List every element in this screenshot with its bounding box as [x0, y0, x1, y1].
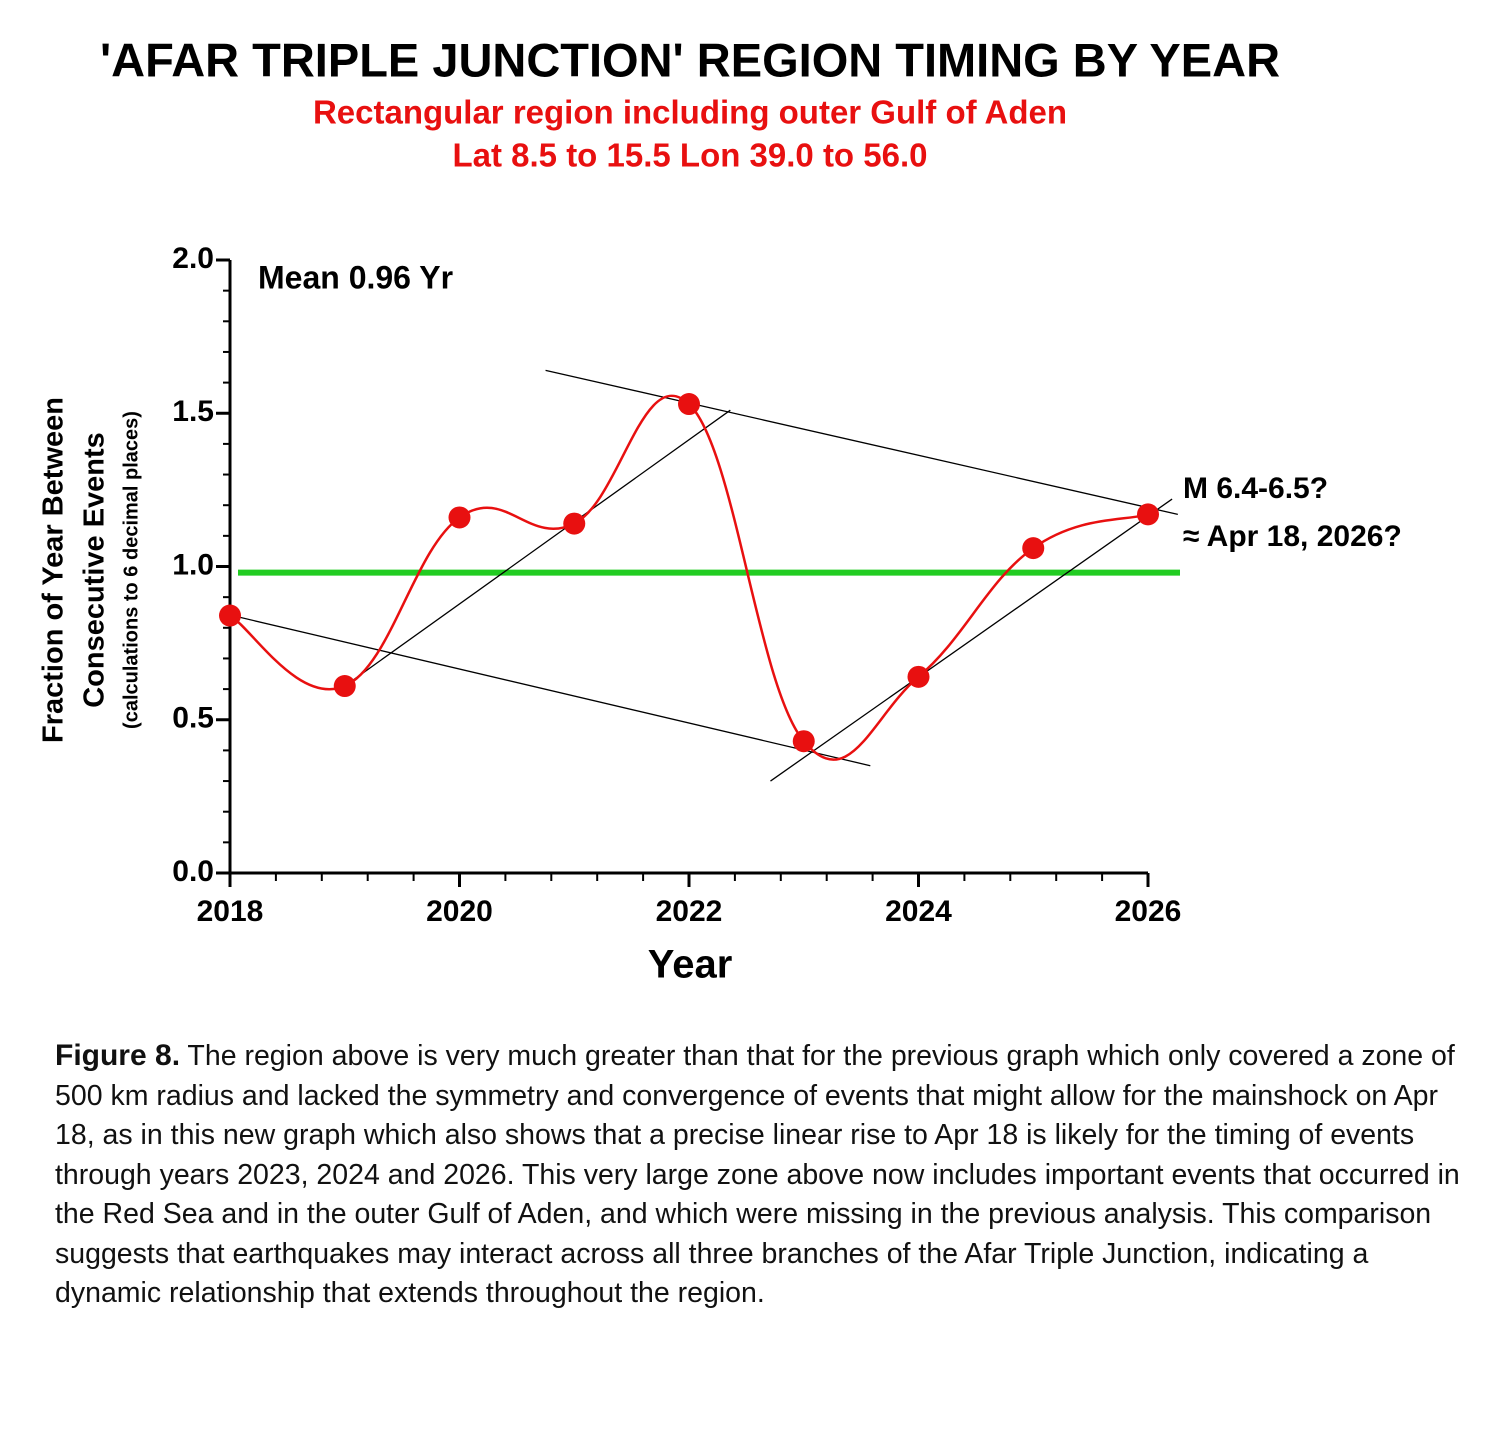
data-point	[563, 512, 586, 535]
annotation: M 6.4-6.5?	[1183, 472, 1328, 505]
caption: Figure 8. The region above is very much …	[55, 1036, 1470, 1314]
trend-line	[344, 409, 731, 687]
y-tick-label: 2.0	[172, 242, 214, 275]
annotation: ≈ Apr 18, 2026?	[1183, 520, 1402, 553]
y-axis-label: Consecutive Events	[79, 432, 111, 708]
caption-label: Figure 8.	[55, 1039, 181, 1072]
chart-subtitle: Rectangular region including outer Gulf …	[313, 94, 1067, 131]
data-point	[678, 393, 700, 416]
x-tick-label: 2022	[656, 895, 723, 928]
y-tick-label: 1.0	[172, 548, 214, 581]
data-point	[1137, 503, 1159, 526]
series-line	[229, 394, 1149, 761]
y-axis-label: Fraction of Year Between	[38, 397, 70, 743]
data-point	[907, 665, 930, 688]
chart: 'AFAR TRIPLE JUNCTION' REGION TIMING BY …	[38, 33, 1402, 987]
x-tick-label: 2026	[1115, 895, 1182, 928]
data-point	[219, 604, 241, 627]
y-axis-label: (calculations to 6 decimal places)	[120, 411, 142, 729]
chart-title: 'AFAR TRIPLE JUNCTION' REGION TIMING BY …	[100, 33, 1280, 86]
caption-text: The region above is very much greater th…	[55, 1040, 1460, 1309]
data-point	[1022, 537, 1045, 560]
trend-line	[545, 369, 1178, 516]
y-tick-label: 1.5	[172, 395, 214, 428]
x-tick-label: 2020	[426, 895, 493, 928]
annotation: Mean 0.96 Yr	[258, 259, 453, 295]
chart-subtitle: Lat 8.5 to 15.5 Lon 39.0 to 56.0	[452, 137, 927, 174]
y-tick-label: 0.0	[172, 855, 214, 888]
data-point	[448, 506, 471, 529]
y-tick-label: 0.5	[172, 702, 214, 735]
x-axis-label: Year	[648, 943, 733, 987]
trend-line	[232, 614, 871, 767]
x-tick-label: 2018	[197, 895, 264, 928]
data-point	[792, 730, 815, 753]
trend-line	[770, 498, 1173, 782]
x-tick-label: 2024	[885, 895, 952, 928]
data-point	[333, 675, 356, 698]
